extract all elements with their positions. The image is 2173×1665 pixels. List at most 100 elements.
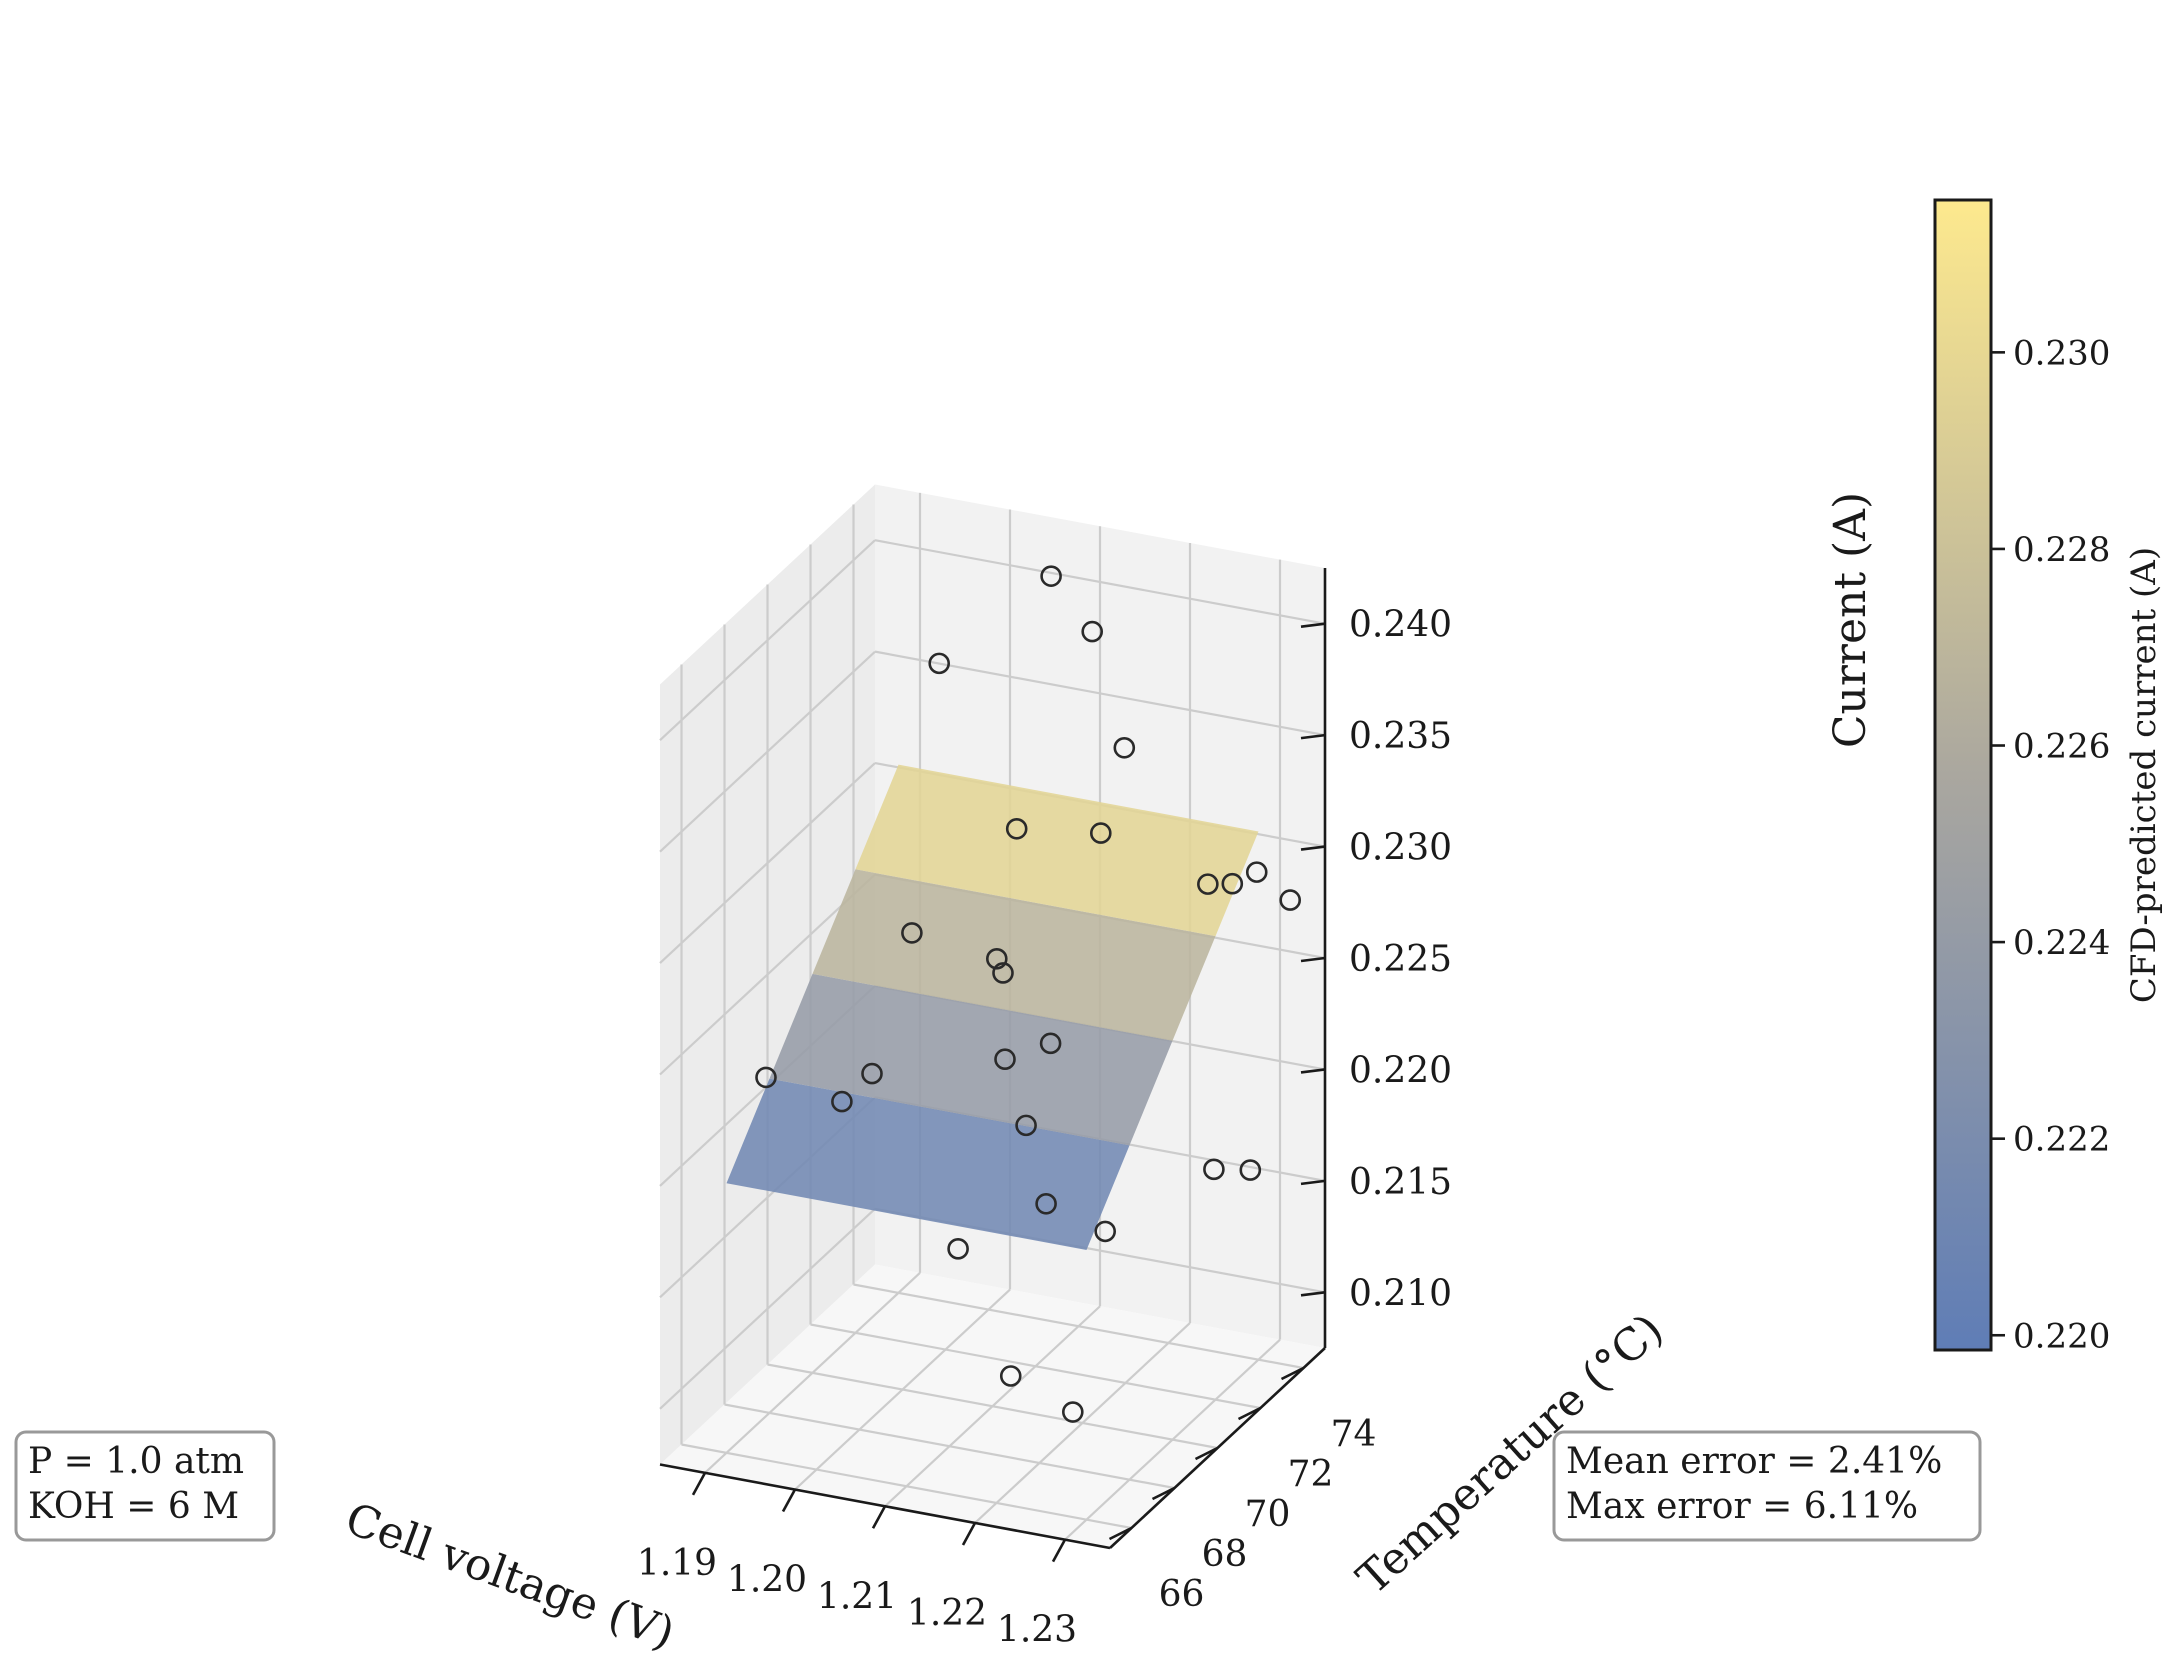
- colorbar-tick-label: 0.226: [2013, 727, 2110, 767]
- grid-line: [874, 650, 1326, 737]
- measured-point: [985, 947, 1008, 970]
- colorbar-scale: [1933, 198, 1993, 1352]
- measured-point: [994, 1048, 1016, 1071]
- prediction-surface: [726, 764, 1259, 1250]
- colorbar-label: CFD-predicted current (A): [2124, 547, 2164, 1003]
- colorbar-tick-label: 0.220: [2013, 1316, 2110, 1356]
- y-tick-label: 74: [1331, 1414, 1377, 1455]
- koh-note: KOH = 6 M: [28, 1486, 239, 1527]
- y-tick-label: 66: [1159, 1574, 1205, 1615]
- y-tick-mark: [1194, 1446, 1219, 1461]
- x-tick-label: 1.19: [637, 1543, 717, 1584]
- z-tick-mark: [1300, 1179, 1326, 1186]
- measured-point: [1015, 1114, 1037, 1137]
- conditions-box: P = 1.0 atm KOH = 6 M: [14, 1430, 276, 1542]
- x-axis-label: Cell voltage (V): [339, 1493, 681, 1659]
- z-tick-mark: [1300, 733, 1326, 740]
- x-tick-label: 1.22: [907, 1593, 987, 1634]
- max-error-note: Max error = 6.11%: [1566, 1486, 1918, 1527]
- surface-band: [855, 764, 1259, 937]
- z-tick-label: 0.210: [1349, 1273, 1452, 1314]
- measured-point: [1239, 1159, 1262, 1181]
- measured-point: [1197, 873, 1219, 895]
- measured-point: [861, 1062, 883, 1085]
- axis-lines: [659, 568, 1327, 1563]
- grid-line: [681, 1443, 1132, 1530]
- measured-point: [1090, 822, 1112, 844]
- y-tick-label: 70: [1245, 1494, 1291, 1535]
- measured-point: [1203, 1158, 1225, 1181]
- z-tick-label: 0.225: [1349, 939, 1452, 980]
- x-tick-label: 1.21: [817, 1576, 897, 1617]
- grid-line: [767, 1363, 1218, 1450]
- y-tick-mark: [1280, 1366, 1305, 1381]
- z-tick-mark: [1300, 622, 1326, 629]
- measured-point: [1279, 889, 1301, 911]
- y-tick-label: 72: [1288, 1454, 1334, 1495]
- colorbar-tick-label: 0.224: [2013, 923, 2110, 963]
- x-tick-mark: [1051, 1539, 1067, 1563]
- surface-band: [812, 869, 1216, 1041]
- measured-points: [755, 565, 1301, 1423]
- z-tick-label: 0.240: [1349, 605, 1452, 646]
- measured-point: [928, 652, 951, 675]
- grid-line: [874, 539, 1326, 625]
- measured-point: [1245, 861, 1268, 883]
- measured-point: [1062, 1401, 1084, 1423]
- colorbar: 0.220 0.222 0.224 0.226 0.228 0.230 CFD-predi…: [1933, 198, 2164, 1356]
- measured-point: [1094, 1220, 1116, 1243]
- measured-point: [1035, 1193, 1057, 1215]
- surface-band: [726, 1078, 1130, 1250]
- z-tick-label: 0.235: [1349, 716, 1452, 757]
- measured-point: [901, 922, 923, 944]
- grid-line: [659, 873, 876, 1076]
- measured-point: [1113, 736, 1136, 759]
- z-tick-label: 0.220: [1349, 1050, 1452, 1091]
- error-box-frame: [1552, 1430, 1982, 1542]
- error-box: Mean error = 2.41% Max error = 6.11%: [1552, 1430, 1982, 1542]
- y-tick-label: 68: [1202, 1534, 1248, 1575]
- grid-line: [853, 1283, 1304, 1370]
- measured-point: [992, 962, 1014, 984]
- grid-line: [810, 1323, 1261, 1410]
- x-tick-label: 1.23: [997, 1610, 1077, 1651]
- colorbar-tick-label: 0.230: [2013, 333, 2110, 373]
- x-tick-mark: [871, 1505, 887, 1529]
- grid-line: [659, 650, 876, 853]
- grid-line: [659, 539, 876, 742]
- z-axis-label: Current (A): [1825, 492, 1876, 748]
- colorbar-tick-label: 0.228: [2013, 530, 2110, 570]
- measured-point: [1005, 817, 1028, 840]
- measured-point: [1040, 565, 1062, 587]
- grid-line: [659, 1207, 876, 1410]
- measured-point: [999, 1365, 1022, 1387]
- measured-point: [1039, 1032, 1062, 1055]
- z-tick-label: 0.230: [1349, 828, 1452, 869]
- surface-band: [769, 973, 1173, 1146]
- y-tick-mark: [1108, 1526, 1133, 1541]
- measured-point: [1081, 620, 1103, 643]
- z-tick-mark: [1300, 1290, 1326, 1297]
- mean-error-note: Mean error = 2.41%: [1566, 1441, 1942, 1482]
- conditions-box-frame: [14, 1430, 276, 1542]
- y-tick-mark: [1237, 1406, 1262, 1421]
- grid-line: [659, 762, 876, 964]
- z-tick-label: 0.215: [1349, 1162, 1452, 1203]
- grid-line: [724, 1403, 1175, 1490]
- measured-point: [755, 1066, 777, 1089]
- measured-point: [947, 1238, 969, 1260]
- x-tick-mark: [961, 1522, 977, 1546]
- measured-point: [1221, 872, 1244, 895]
- y-tick-mark: [1151, 1486, 1176, 1501]
- z-tick-mark: [1300, 845, 1326, 851]
- x-tick-label: 1.20: [727, 1560, 807, 1601]
- x-tick-mark: [781, 1488, 797, 1513]
- z-tick-mark: [1300, 1068, 1326, 1074]
- colorbar-tick-label: 0.222: [2013, 1120, 2110, 1160]
- z-tick-mark: [1300, 956, 1326, 963]
- colorbar-ticks: 0.220 0.222 0.224 0.226 0.228 0.230: [1991, 333, 2110, 1356]
- pressure-note: P = 1.0 atm: [28, 1441, 244, 1482]
- measured-point: [831, 1090, 853, 1113]
